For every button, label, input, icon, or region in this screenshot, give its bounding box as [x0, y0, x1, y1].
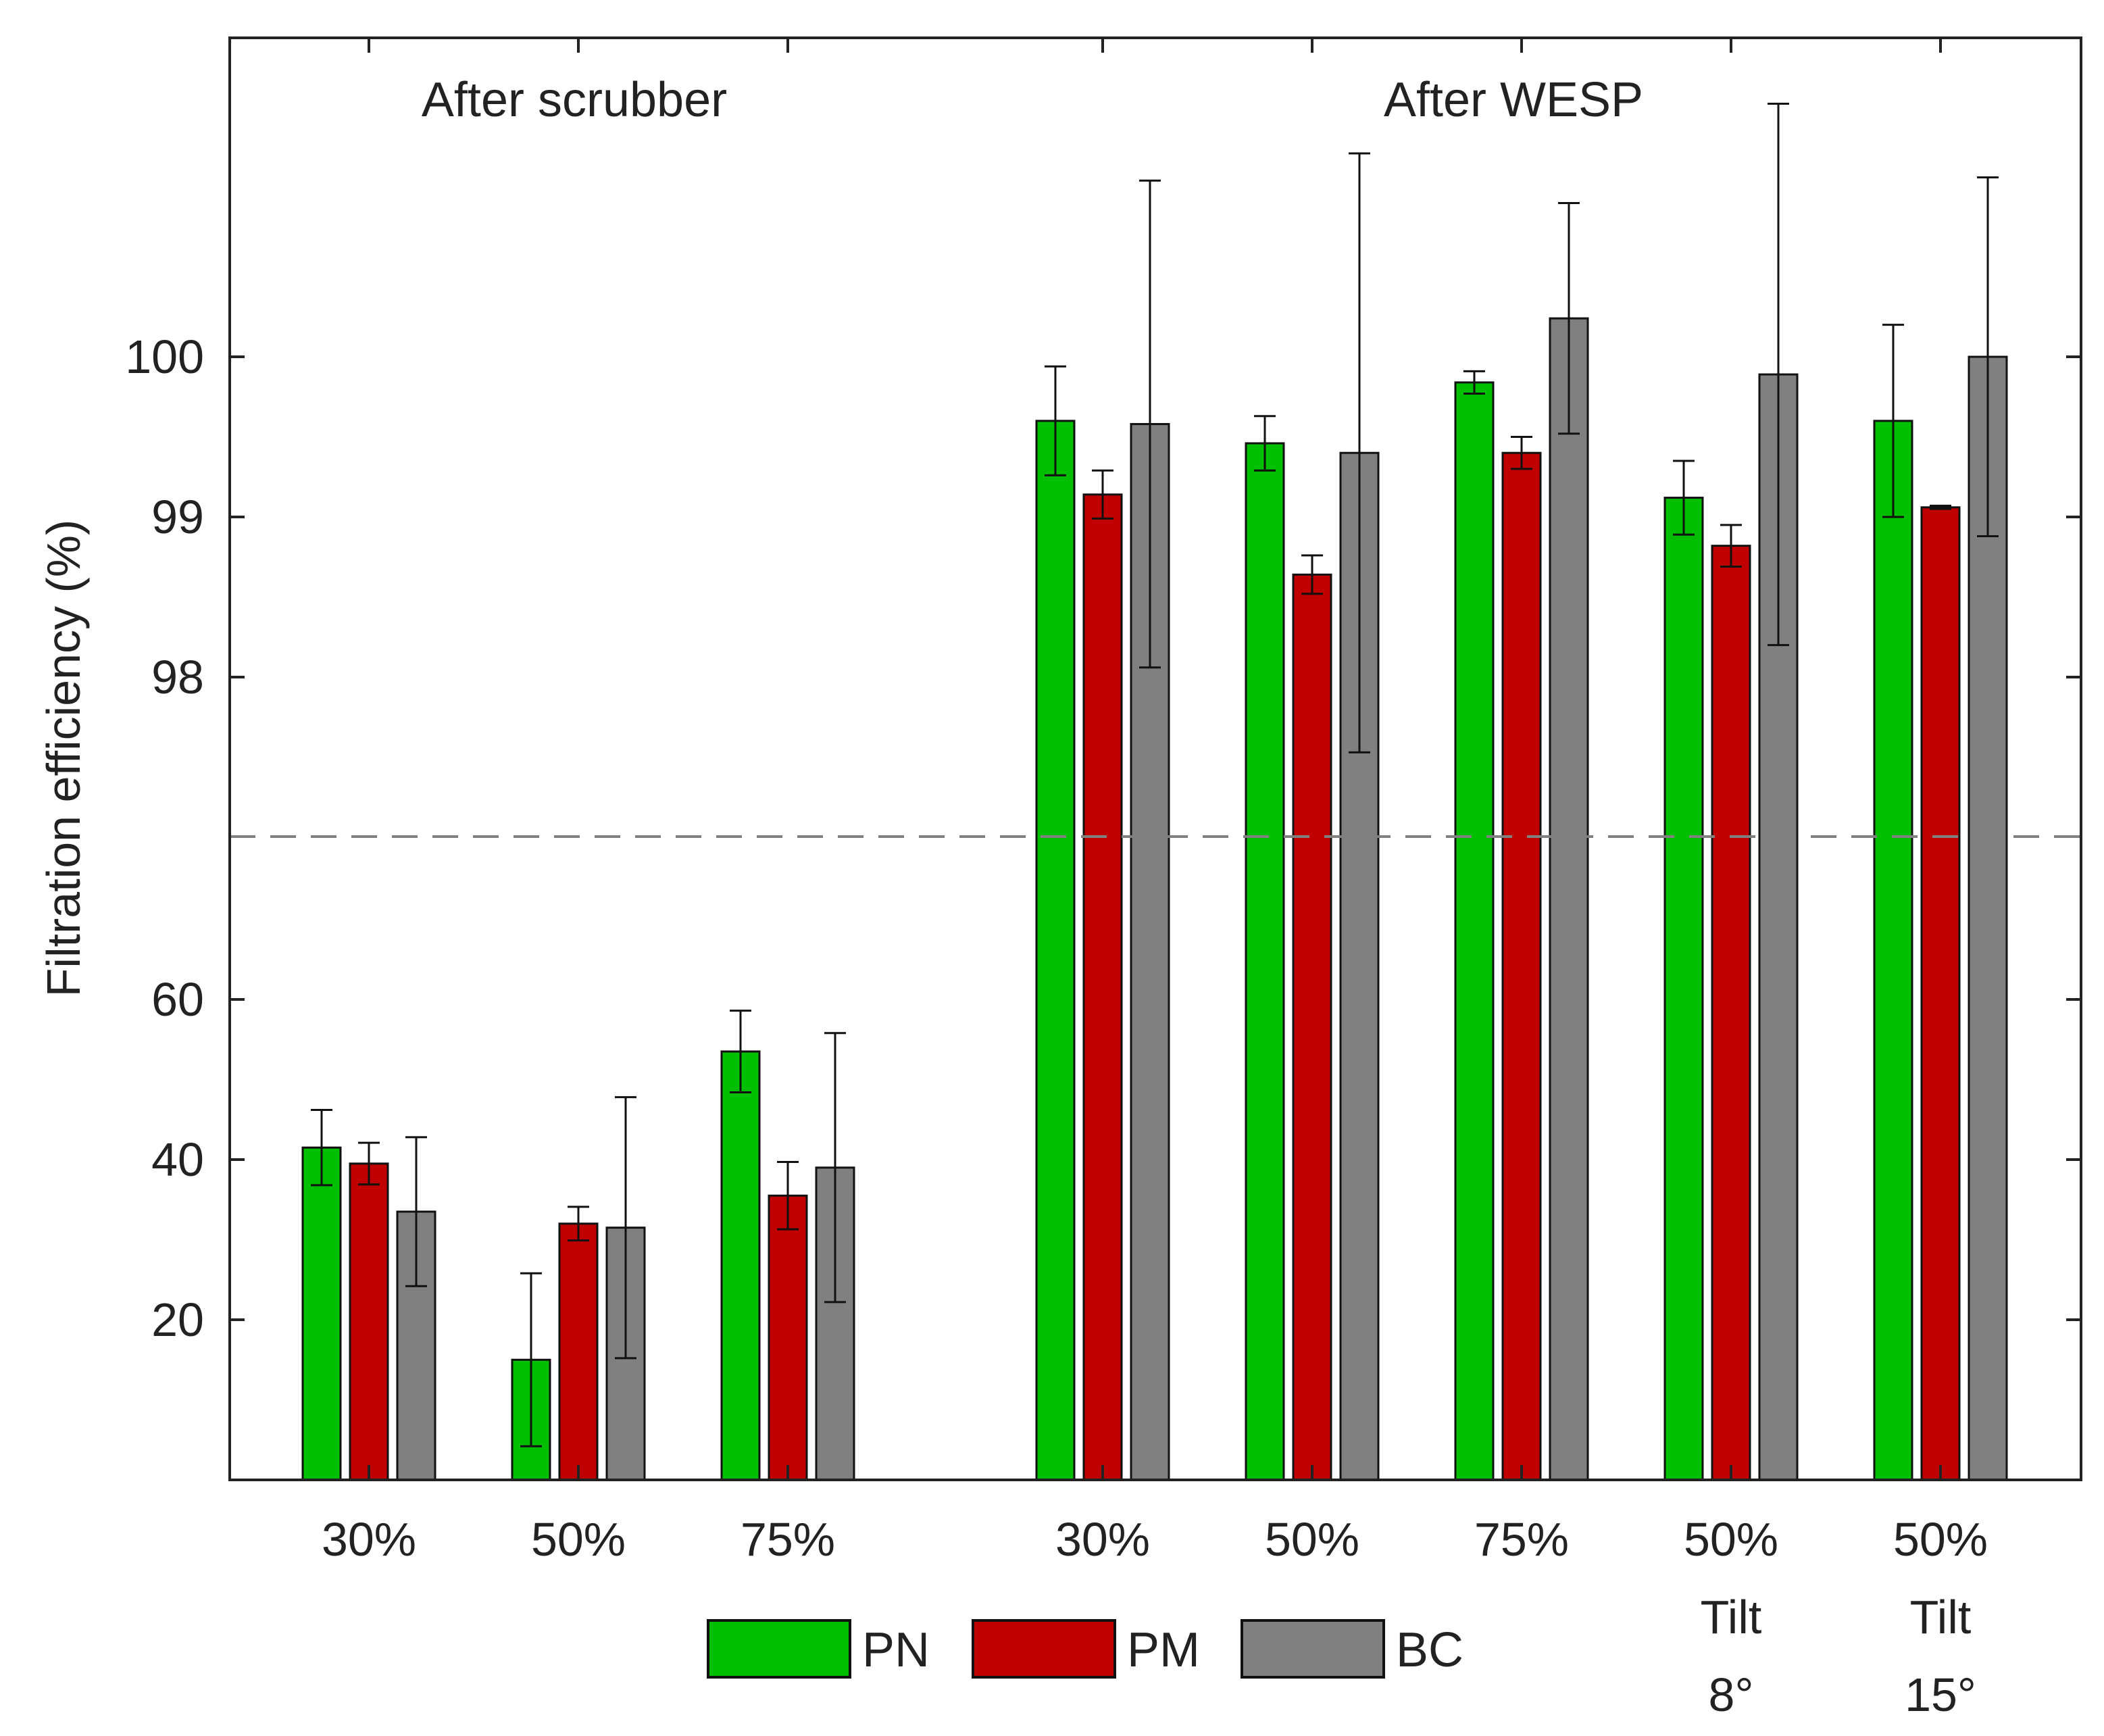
bar-pn [1663, 497, 1704, 1481]
legend-label-pm: PM [1127, 1623, 1200, 1677]
bar-pm [558, 1222, 599, 1481]
x-tick-label: Tilt [1910, 1591, 1972, 1643]
legend-swatch-pn [707, 1619, 851, 1679]
bar-pn [1873, 420, 1913, 1481]
bar-pn [1245, 442, 1285, 1481]
labels-layer: 20 40 60 98 99 100 30% 50% 75% 30% 50% 75% 50% Tilt 8°… [125, 330, 1988, 1721]
legend-label-bc: BC [1396, 1623, 1463, 1677]
x-tick-label: 30% [1055, 1513, 1150, 1566]
y-tick-label: 100 [125, 330, 204, 383]
legend-swatch-bc [1241, 1619, 1385, 1679]
group-title-scrubber: After scrubber [422, 73, 727, 127]
bar-pm [1920, 506, 1961, 1481]
legend-swatch-pm [972, 1619, 1116, 1679]
bar-pm [1711, 545, 1751, 1481]
y-axis-label: Filtration efficiency (%) [37, 520, 90, 997]
bars-layer [301, 103, 2008, 1481]
x-tick-label: 15° [1905, 1668, 1976, 1721]
legend: PN PM BC [707, 1619, 1463, 1679]
y-tick-label: 98 [151, 651, 204, 703]
x-tick-label: 50% [1893, 1513, 1988, 1566]
bar-pn [1454, 381, 1495, 1481]
bar-pm [768, 1194, 808, 1481]
bar-pm [1501, 451, 1542, 1481]
bar-pn [720, 1050, 761, 1481]
x-tick-label: 30% [322, 1513, 416, 1566]
legend-label-pn: PN [862, 1623, 930, 1677]
x-tick-label: 50% [1265, 1513, 1359, 1566]
x-tick-label: 50% [531, 1513, 626, 1566]
x-tick-label: Tilt [1701, 1591, 1762, 1643]
bar-pn [1035, 420, 1076, 1481]
bar-pn [301, 1146, 342, 1481]
x-tick-label: 75% [741, 1513, 835, 1566]
group-title-wesp: After WESP [1384, 73, 1643, 127]
bar-pm [1082, 493, 1123, 1481]
y-tick-label: 20 [151, 1293, 204, 1346]
x-tick-label: 75% [1474, 1513, 1569, 1566]
y-tick-label: 99 [151, 491, 204, 543]
bar-bc [1549, 317, 1589, 1481]
y-tick-label: 40 [151, 1133, 204, 1186]
y-tick-label: 60 [151, 973, 204, 1026]
plot-frame [228, 36, 2082, 1481]
ticks-layer [230, 38, 2081, 1480]
bar-pm [349, 1162, 389, 1481]
x-tick-label: 8° [1709, 1668, 1754, 1721]
x-tick-label: 50% [1684, 1513, 1778, 1566]
bar-pm [1292, 573, 1332, 1481]
